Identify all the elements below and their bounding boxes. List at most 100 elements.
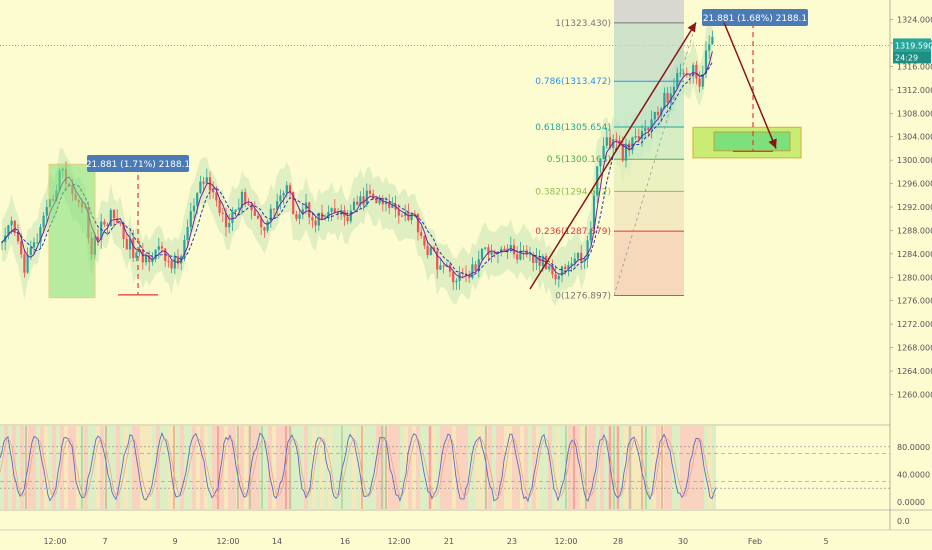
candle-body xyxy=(685,74,688,76)
osc-bg-strip xyxy=(304,426,308,509)
candle-body xyxy=(244,191,247,204)
osc-bg-strip xyxy=(100,426,104,509)
candle-body xyxy=(0,242,4,244)
osc-bg-strip xyxy=(472,426,476,509)
candle-body xyxy=(36,242,39,244)
osc-bg-strip xyxy=(140,426,144,509)
candle-body xyxy=(599,158,602,167)
osc-bg-strip xyxy=(448,426,452,509)
osc-bg-strip xyxy=(636,426,640,509)
candle-body xyxy=(682,72,685,75)
candle-body xyxy=(618,140,621,145)
candle-body xyxy=(186,226,189,240)
candle-body xyxy=(519,251,522,260)
time-axis-tick: 12:00 xyxy=(43,537,66,546)
osc-bg-strip xyxy=(52,426,56,509)
candle-body xyxy=(490,252,493,255)
candle-body xyxy=(39,227,42,243)
osc-bg-strip xyxy=(416,426,420,509)
osc-bg-strip xyxy=(560,426,564,509)
osc-bg-strip xyxy=(408,426,412,509)
candle-body xyxy=(708,44,711,51)
candle-body xyxy=(493,252,496,254)
osc-bg-strip xyxy=(704,426,708,509)
osc-bg-strip xyxy=(300,426,304,509)
osc-bg-strip xyxy=(576,426,580,509)
price-axis: 1324.0001320.0001316.0001312.0001308.000… xyxy=(889,0,932,530)
candle-body xyxy=(100,221,103,241)
ma-fast xyxy=(1,51,713,278)
osc-bg-strip xyxy=(552,426,556,509)
candle-body xyxy=(452,271,455,283)
measure-tag-left xyxy=(87,155,189,172)
candle-body xyxy=(711,36,714,45)
candle-body xyxy=(592,195,596,229)
candle-body xyxy=(189,211,192,227)
fib-zone xyxy=(614,231,684,296)
osc-bg-strip xyxy=(624,426,628,509)
osc-bg-strip xyxy=(348,426,352,509)
candle-body xyxy=(10,220,13,226)
candle-body xyxy=(692,64,695,76)
candle-body xyxy=(528,254,532,256)
osc-bg-strip xyxy=(20,426,24,509)
osc-bg-strip xyxy=(268,426,272,509)
candle-body xyxy=(522,250,525,252)
candle-body xyxy=(112,209,116,219)
osc-bg-strip xyxy=(312,426,316,509)
time-axis-tick: 23 xyxy=(507,537,517,546)
candle-body xyxy=(205,177,208,184)
candle-body xyxy=(448,264,452,272)
candle-body xyxy=(704,50,708,75)
osc-bg-strip xyxy=(204,426,208,509)
osc-bg-strip xyxy=(188,426,192,509)
time-axis-tick: 21 xyxy=(444,537,454,546)
candle-body xyxy=(26,254,29,273)
candle-body xyxy=(13,220,16,234)
candle-body xyxy=(160,246,164,249)
candle-body xyxy=(128,238,132,250)
candle-body xyxy=(368,190,372,194)
candle-body xyxy=(218,200,221,213)
candle-body xyxy=(560,266,564,276)
osc-bg-strip xyxy=(480,426,484,509)
osc-bg-strip xyxy=(544,426,548,509)
candle-body xyxy=(487,247,490,255)
candle-body xyxy=(612,139,615,149)
osc-bg-strip xyxy=(712,426,716,509)
candle-body xyxy=(455,280,458,283)
osc-bg-strip xyxy=(264,426,268,509)
osc-bg-strip xyxy=(208,426,212,509)
osc-bg-strip xyxy=(648,426,652,509)
osc-bg-strip xyxy=(240,426,244,509)
candle-body xyxy=(266,221,269,231)
osc-bg-strip xyxy=(604,426,608,509)
candle-body xyxy=(32,242,36,248)
candle-body xyxy=(436,250,439,270)
osc-bg-strip xyxy=(356,426,360,509)
osc-bg-strip xyxy=(540,426,544,509)
osc-bg-strip xyxy=(508,426,512,509)
candle-body xyxy=(426,245,429,255)
osc-bg-strip xyxy=(364,426,368,509)
candle-body xyxy=(663,92,666,109)
price-axis-tick: 1276.000 xyxy=(897,297,932,306)
osc-bg-strip xyxy=(184,426,188,509)
price-axis-tick: 1268.000 xyxy=(897,344,932,353)
fib-level-label: 1(1323.430) xyxy=(555,19,611,29)
osc-bg-strip xyxy=(680,426,684,509)
highlight-box-left xyxy=(48,163,96,299)
price-axis-tick: 1288.000 xyxy=(897,226,932,235)
osc-bg-strip xyxy=(400,426,404,509)
osc-bg-strip xyxy=(200,426,204,509)
osc-bg-strip xyxy=(252,426,256,509)
candle-body xyxy=(548,266,551,270)
candle-body xyxy=(23,254,26,273)
candle-body xyxy=(260,218,263,228)
osc-bg-strip xyxy=(12,426,16,509)
time-axis-tick: 12:00 xyxy=(554,537,577,546)
candle-body xyxy=(359,196,362,205)
candle-body xyxy=(637,136,640,139)
target-box-inner xyxy=(713,131,791,152)
